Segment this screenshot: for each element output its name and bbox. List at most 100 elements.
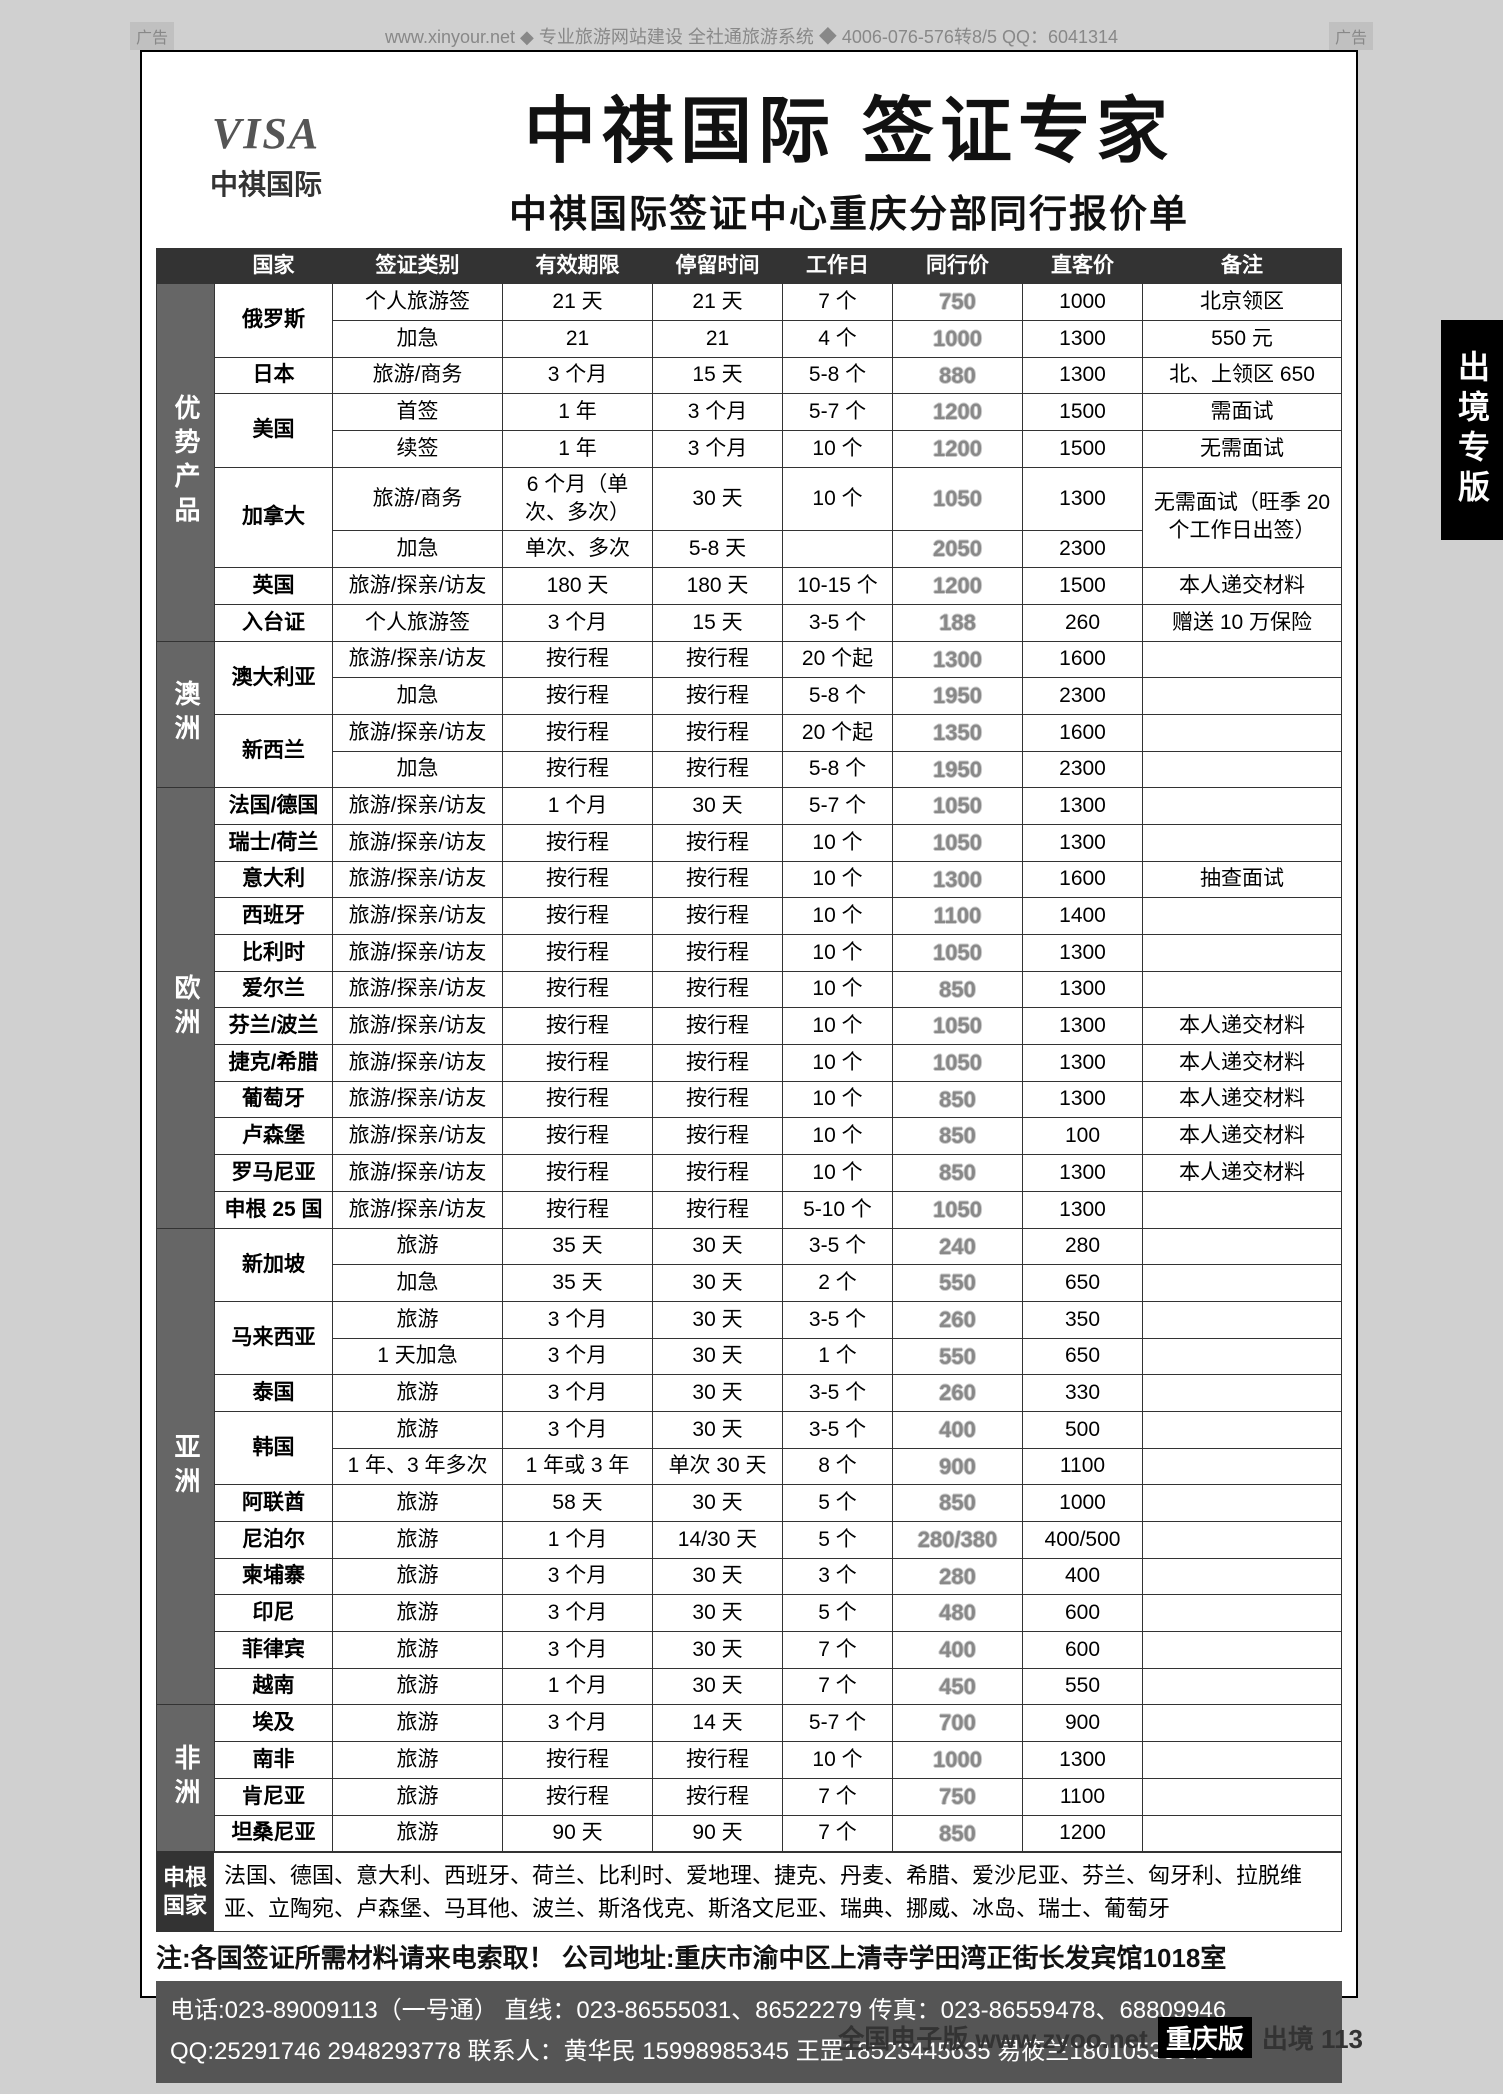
cell-wd: 10 个 <box>783 1155 893 1192</box>
table-row: 芬兰/波兰旅游/探亲/访友按行程按行程10 个10501300本人递交材料 <box>157 1008 1342 1045</box>
cell-peer: 850 <box>893 1155 1023 1192</box>
cell-country: 柬埔寨 <box>215 1558 333 1595</box>
title-main: 中祺国际 签证专家 <box>366 72 1332 177</box>
table-row: 爱尔兰旅游/探亲/访友按行程按行程10 个8501300 <box>157 971 1342 1008</box>
cell-visa-type: 个人旅游签 <box>333 284 503 321</box>
cell-valid: 90 天 <box>503 1815 653 1852</box>
cell-remark <box>1143 788 1342 825</box>
cell-peer: 450 <box>893 1668 1023 1705</box>
cell-visa-type: 旅游/探亲/访友 <box>333 641 503 678</box>
cell-stay: 30 天 <box>653 1228 783 1265</box>
cell-direct: 1600 <box>1023 714 1143 751</box>
cell-valid: 3 个月 <box>503 1558 653 1595</box>
cell-direct: 1300 <box>1023 788 1143 825</box>
cell-remark: 赠送 10 万保险 <box>1143 604 1342 641</box>
cell-valid: 1 个月 <box>503 1668 653 1705</box>
cell-direct: 1500 <box>1023 568 1143 605</box>
cell-wd: 5 个 <box>783 1595 893 1632</box>
cell-stay: 3 个月 <box>653 394 783 431</box>
cell-visa-type: 旅游/探亲/访友 <box>333 1191 503 1228</box>
cell-wd: 10 个 <box>783 1118 893 1155</box>
table-row: 1 天加急3 个月30 天1 个550650 <box>157 1338 1342 1375</box>
cell-remark: 抽查面试 <box>1143 861 1342 898</box>
cell-visa-type: 旅游 <box>333 1558 503 1595</box>
table-row: 坦桑尼亚旅游90 天90 天7 个8501200 <box>157 1815 1342 1852</box>
cell-country: 肯尼亚 <box>215 1778 333 1815</box>
table-row: 泰国旅游3 个月30 天3-5 个260330 <box>157 1375 1342 1412</box>
cell-remark <box>1143 935 1342 972</box>
cell-wd: 20 个起 <box>783 714 893 751</box>
cell-valid: 按行程 <box>503 935 653 972</box>
cell-valid: 按行程 <box>503 641 653 678</box>
cell-country: 新加坡 <box>215 1228 333 1301</box>
cell-country: 美国 <box>215 394 333 467</box>
cell-visa-type: 旅游/探亲/访友 <box>333 1045 503 1082</box>
cell-peer: 1050 <box>893 935 1023 972</box>
table-row: 韩国旅游3 个月30 天3-5 个400500 <box>157 1411 1342 1448</box>
note: 注:各国签证所需材料请来电索取！ 公司地址:重庆市渝中区上清寺学田湾正街长发宾馆… <box>156 1938 1342 1975</box>
cell-country: 加拿大 <box>215 467 333 567</box>
cell-stay: 30 天 <box>653 1668 783 1705</box>
cell-stay: 30 天 <box>653 1375 783 1412</box>
cell-visa-type: 首签 <box>333 394 503 431</box>
table-row: 越南旅游1 个月30 天7 个450550 <box>157 1668 1342 1705</box>
cell-peer: 1350 <box>893 714 1023 751</box>
cell-country: 比利时 <box>215 935 333 972</box>
cell-valid: 3 个月 <box>503 604 653 641</box>
cell-peer: 850 <box>893 1118 1023 1155</box>
cell-visa-type: 旅游/探亲/访友 <box>333 1081 503 1118</box>
cell-visa-type: 旅游/探亲/访友 <box>333 898 503 935</box>
table-row: 尼泊尔旅游1 个月14/30 天5 个280/380400/500 <box>157 1522 1342 1559</box>
table-row: 澳洲澳大利亚旅游/探亲/访友按行程按行程20 个起13001600 <box>157 641 1342 678</box>
cell-wd: 5 个 <box>783 1522 893 1559</box>
cell-peer: 850 <box>893 1815 1023 1852</box>
cell-peer: 1200 <box>893 394 1023 431</box>
cell-visa-type: 旅游 <box>333 1228 503 1265</box>
cell-peer: 750 <box>893 284 1023 321</box>
cell-direct: 1300 <box>1023 467 1143 531</box>
cell-wd: 7 个 <box>783 1668 893 1705</box>
cell-valid: 按行程 <box>503 898 653 935</box>
cell-visa-type: 旅游 <box>333 1411 503 1448</box>
cell-peer: 1200 <box>893 431 1023 468</box>
cell-stay: 按行程 <box>653 898 783 935</box>
cell-valid: 1 个月 <box>503 788 653 825</box>
cell-visa-type: 旅游 <box>333 1742 503 1779</box>
cell-stay: 按行程 <box>653 641 783 678</box>
cell-visa-type: 旅游/探亲/访友 <box>333 1008 503 1045</box>
cell-wd: 5-8 个 <box>783 357 893 394</box>
cell-country: 爱尔兰 <box>215 971 333 1008</box>
cell-direct: 100 <box>1023 1118 1143 1155</box>
table-row: 加急21214 个10001300550 元 <box>157 321 1342 358</box>
cell-wd: 10 个 <box>783 1045 893 1082</box>
top-bar: 广告 www.xinyour.net ◆ 专业旅游网站建设 全社通旅游系统 ◆ … <box>0 22 1503 50</box>
cell-peer: 280 <box>893 1558 1023 1595</box>
cell-visa-type: 旅游/探亲/访友 <box>333 1118 503 1155</box>
cell-peer: 850 <box>893 1081 1023 1118</box>
cell-wd: 3 个 <box>783 1558 893 1595</box>
cell-stay: 30 天 <box>653 788 783 825</box>
cell-remark: 本人递交材料 <box>1143 568 1342 605</box>
cell-visa-type: 旅游/探亲/访友 <box>333 824 503 861</box>
cell-remark <box>1143 1815 1342 1852</box>
cell-country: 卢森堡 <box>215 1118 333 1155</box>
cell-wd: 2 个 <box>783 1265 893 1302</box>
cell-country: 菲律宾 <box>215 1632 333 1669</box>
table-row: 非洲埃及旅游3 个月14 天5-7 个700900 <box>157 1705 1342 1742</box>
cell-direct: 650 <box>1023 1265 1143 1302</box>
cell-remark <box>1143 1595 1342 1632</box>
cell-peer: 1100 <box>893 898 1023 935</box>
group-label: 亚洲 <box>157 1228 215 1705</box>
cell-country: 尼泊尔 <box>215 1522 333 1559</box>
group-label: 非洲 <box>157 1705 215 1852</box>
logo-cn: 中祺国际 <box>210 163 322 203</box>
cell-valid: 按行程 <box>503 1191 653 1228</box>
cell-peer: 280/380 <box>893 1522 1023 1559</box>
cell-wd: 5-7 个 <box>783 394 893 431</box>
cell-stay: 14 天 <box>653 1705 783 1742</box>
cell-remark <box>1143 1448 1342 1485</box>
ad-tag-right: 广告 <box>1329 22 1373 50</box>
cell-valid: 35 天 <box>503 1265 653 1302</box>
cell-remark <box>1143 1265 1342 1302</box>
cell-wd: 3-5 个 <box>783 1301 893 1338</box>
